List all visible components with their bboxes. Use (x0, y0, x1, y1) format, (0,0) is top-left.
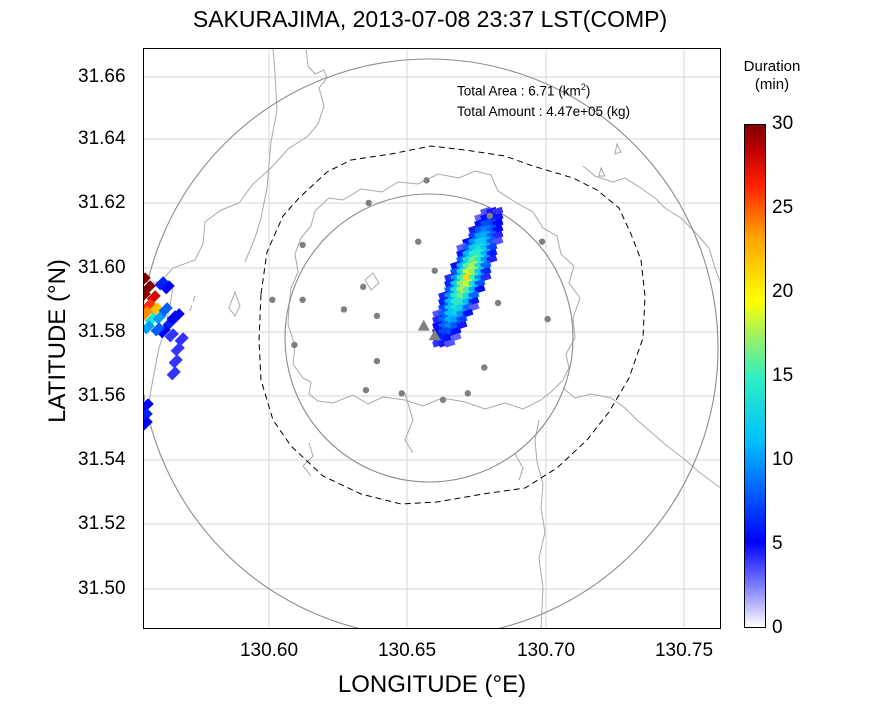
colorbar-tick-label: 5 (772, 533, 783, 554)
y-tick-label: 31.52 (78, 513, 126, 534)
area-unit-close: ) (585, 83, 591, 99)
colorbar-tick-label: 30 (772, 113, 794, 134)
ash-plume-heatmap (432, 206, 504, 348)
west-plume-cell (143, 408, 153, 423)
total-stats: Total Area : 6.71 (km2) Total Amount : 4… (457, 77, 630, 122)
station-dot (544, 315, 551, 323)
coastline-west-dash (188, 295, 196, 315)
y-tick-label: 31.64 (78, 128, 126, 149)
west-plume-cell (150, 322, 165, 337)
total-area-row: Total Area : 6.71 (km2) (457, 77, 630, 102)
west-edge-plume (143, 272, 189, 431)
colorbar-tick-label: 25 (772, 197, 794, 218)
station-dot (398, 390, 405, 397)
y-tick-label: 31.50 (78, 578, 126, 599)
y-tick-label: 31.60 (78, 257, 126, 278)
station-dot (340, 306, 348, 313)
colorbar-tick-label: 20 (772, 281, 794, 302)
colorbar-title-line2: (min) (754, 76, 790, 93)
coastline-west-island (228, 290, 241, 317)
x-tick-label: 130.70 (516, 640, 576, 661)
y-axis-label: LATITUDE (°N) (44, 259, 71, 423)
outer-range-circle (143, 58, 719, 629)
coastline-southeast (562, 387, 721, 489)
station-dot (486, 212, 493, 220)
west-plume-cell (166, 366, 181, 381)
colorbar-title-line1: Duration (743, 58, 801, 75)
y-tick-label: 31.56 (78, 385, 126, 406)
inner-range-circle (284, 193, 574, 483)
west-plume-cell (164, 328, 179, 343)
vent-triangle (417, 319, 430, 331)
colorbar-title: Duration (min) (727, 58, 817, 94)
total-area-label: Total Area : 6.71 (km (457, 83, 581, 99)
area-unit-superscript: 2 (580, 82, 586, 92)
x-tick-label: 130.65 (377, 640, 437, 661)
coastline-island-small (598, 166, 606, 177)
y-tick-label: 31.62 (78, 192, 126, 213)
station-dot (299, 296, 306, 303)
station-dot (538, 238, 546, 245)
coastline-south (534, 419, 546, 629)
station-markers (269, 177, 551, 404)
dashed-boundary (258, 145, 646, 505)
station-dot (373, 312, 381, 320)
west-plume-cell (170, 342, 185, 357)
station-dot (439, 396, 447, 404)
y-tick-label: 31.66 (78, 66, 126, 87)
west-plume-cell (156, 324, 171, 339)
station-dot (269, 296, 276, 303)
station-dot (362, 386, 370, 394)
station-dot (373, 357, 381, 365)
west-plume-cell (160, 280, 175, 295)
coastline-north (148, 48, 328, 285)
west-plume-cell (148, 302, 163, 317)
range-circles (143, 58, 719, 629)
y-tick-label: 31.58 (78, 321, 126, 342)
coastline-southwest (302, 442, 314, 477)
map-plot-area[interactable] (143, 48, 721, 629)
station-dot (481, 364, 488, 371)
plot-frame (143, 48, 721, 629)
west-plume-cell (174, 332, 189, 347)
coastline-southwest2 (514, 453, 524, 481)
vent-markers (417, 319, 441, 341)
west-plume-cell (168, 354, 183, 369)
station-dot (423, 177, 430, 184)
x-tick-label: 130.75 (654, 640, 714, 661)
station-dot (431, 267, 438, 274)
y-tick-label: 31.54 (78, 449, 126, 470)
station-dot (359, 283, 367, 291)
total-amount-row: Total Amount : 4.47e+05 (kg) (457, 103, 630, 119)
colorbar-tick-label: 15 (772, 365, 794, 386)
station-dot (299, 241, 306, 249)
x-axis-label: LONGITUDE (°E) (337, 671, 527, 698)
coastline-island-ne (614, 142, 622, 155)
station-dot (415, 238, 422, 245)
duration-colorbar (744, 124, 766, 628)
coastline-bay (404, 392, 414, 454)
station-dot (291, 341, 298, 349)
plume-cell (444, 338, 456, 348)
map-title: SAKURAJIMA, 2013-07-08 23:37 LST(COMP) (192, 6, 668, 32)
vent-triangle (428, 329, 441, 341)
station-dot (464, 390, 471, 397)
west-plume-cell (143, 320, 155, 335)
sakurajima-coastline (287, 170, 581, 410)
x-tick-label: 130.60 (239, 640, 299, 661)
colorbar-tick-label: 0 (772, 617, 783, 638)
coastline-north2 (244, 48, 278, 263)
coastline-east (582, 165, 721, 285)
west-plume-cell (154, 276, 169, 291)
colorbar-tick-label: 10 (772, 449, 794, 470)
grid-lines (143, 48, 721, 629)
west-plume-cell (143, 306, 153, 321)
west-plume-cell (143, 416, 153, 431)
station-dot (365, 199, 372, 207)
west-plume-cell (158, 302, 173, 317)
map-svg (143, 48, 721, 629)
west-plume-cell (170, 308, 185, 323)
coastline-inner (364, 272, 380, 291)
station-dot (494, 299, 502, 307)
